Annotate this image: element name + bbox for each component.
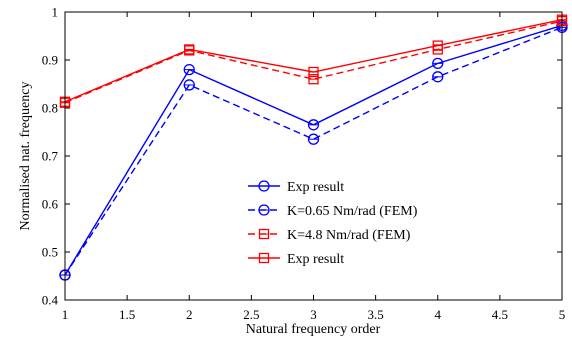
- plot-frame: [64, 11, 563, 301]
- y-tick-label: 0.7: [42, 149, 59, 164]
- legend-label: Exp result: [287, 180, 344, 195]
- x-axis-title: Natural frequency order: [246, 322, 381, 337]
- y-tick-label: 0.6: [42, 197, 59, 212]
- x-tick-label: 5: [559, 307, 566, 322]
- y-tick-label: 0.8: [42, 101, 58, 116]
- x-tick-label: 2: [186, 307, 193, 322]
- legend-item: K=4.8 Nm/rad (FEM): [248, 228, 411, 243]
- legend-item: Exp result: [248, 252, 344, 267]
- x-tick-label: 1: [62, 307, 69, 322]
- x-tick-label: 3: [310, 307, 317, 322]
- x-tick-label: 4.5: [492, 307, 508, 322]
- y-tick-label: 0.9: [42, 53, 58, 68]
- y-tick-label: 1: [52, 5, 59, 20]
- y-axis-ticks: 0.4 0.5 0.6 0.7 0.8 0.9 1: [42, 5, 562, 308]
- legend-label: K=4.8 Nm/rad (FEM): [287, 228, 411, 243]
- y-axis-title: Normalised nat. frequency: [18, 82, 33, 231]
- x-tick-label: 4: [435, 307, 442, 322]
- x-tick-label: 1.5: [119, 307, 135, 322]
- y-tick-label: 0.4: [42, 293, 59, 308]
- x-tick-label: 3.5: [368, 307, 384, 322]
- plot-area: [65, 12, 562, 300]
- legend-label: Exp result: [287, 252, 344, 267]
- legend-item: K=0.65 Nm/rad (FEM): [248, 204, 418, 219]
- series-layer: [59, 14, 568, 281]
- legend-marker: [258, 204, 270, 216]
- legend: Exp result K=0.65 Nm/rad (FEM) K=4.8 Nm/ra…: [248, 180, 418, 267]
- y-tick-label: 0.5: [42, 245, 58, 260]
- legend-label: K=0.65 Nm/rad (FEM): [287, 204, 418, 219]
- series-line: [64, 20, 563, 104]
- x-axis-ticks: 1 1.5 2 2.5 3 3.5 4 4.5 5: [62, 12, 566, 322]
- legend-item: Exp result: [248, 180, 344, 195]
- legend-marker: [258, 180, 270, 192]
- x-tick-label: 2.5: [243, 307, 259, 322]
